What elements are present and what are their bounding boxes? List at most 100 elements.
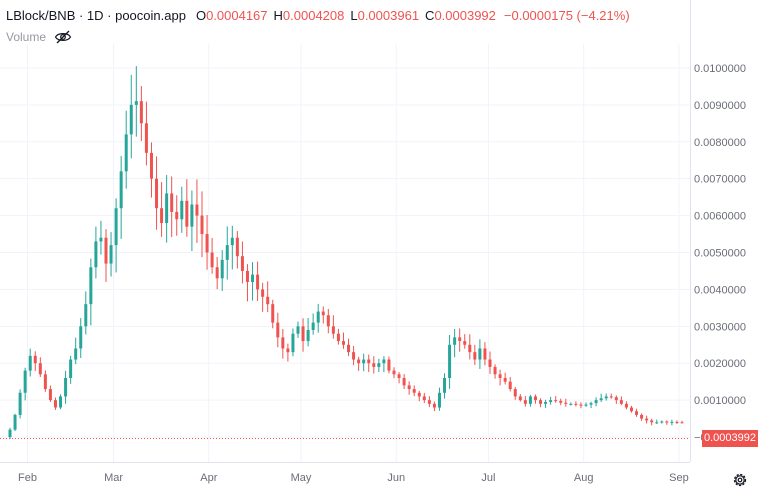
candle-body — [604, 396, 608, 399]
candle-body — [523, 400, 527, 404]
high-value: H0.0004208 — [274, 8, 345, 23]
candle-body — [119, 171, 123, 209]
candle-body — [94, 241, 98, 268]
candle-body — [549, 400, 553, 402]
candle-body — [427, 400, 431, 404]
candle-body — [109, 245, 113, 264]
candle-body — [670, 421, 674, 423]
candle-body — [155, 178, 159, 209]
candle-body — [508, 381, 512, 390]
price-tick-label: 0.0030000 — [694, 321, 746, 333]
candle-body — [271, 304, 275, 323]
grid-lines — [0, 44, 690, 462]
last-price-label: 0.0003992 — [702, 430, 758, 447]
candle-body — [665, 421, 669, 423]
candle-body — [311, 322, 315, 331]
candle-body — [402, 377, 406, 386]
price-tick-label: 0.0070000 — [694, 174, 746, 186]
time-tick-label: Apr — [200, 472, 217, 484]
candle-body — [675, 421, 679, 423]
candle-body — [296, 326, 300, 334]
candle-body — [139, 101, 143, 124]
candle-body — [341, 341, 345, 345]
time-axis[interactable]: Feb Mar Apr May Jun Jul Aug Sep — [18, 472, 689, 484]
candle-body — [437, 392, 441, 408]
candle-body — [180, 200, 184, 220]
candle-body — [645, 418, 649, 421]
candle-body — [195, 204, 199, 216]
candle-body — [276, 322, 280, 338]
candle-body — [256, 274, 260, 290]
candle-body — [362, 359, 366, 364]
candle-body — [574, 403, 578, 405]
price-tick-label: 0.0060000 — [694, 211, 746, 223]
candle-body — [301, 326, 305, 342]
candle-body — [175, 211, 179, 220]
candle-body — [357, 359, 361, 364]
candle-body — [240, 256, 244, 271]
high-number: 0.0004208 — [282, 7, 345, 23]
candle-body — [160, 208, 164, 223]
candle-body — [448, 344, 452, 378]
candle-body — [453, 337, 457, 345]
time-tick-label: May — [291, 472, 312, 484]
open-value: O0.0004167 — [196, 8, 268, 23]
candle-body — [281, 337, 285, 349]
candle-body — [205, 234, 209, 253]
candle-body — [129, 104, 133, 135]
candle-body — [306, 330, 310, 342]
price-tick-label: 0.0090000 — [694, 100, 746, 112]
candle-body — [407, 385, 411, 390]
volume-legend[interactable]: Volume — [6, 29, 72, 45]
gear-icon[interactable] — [731, 471, 749, 489]
close-number: 0.0003992 — [434, 7, 496, 23]
candle-body — [650, 420, 654, 423]
candle-body — [488, 359, 492, 367]
candle-body — [624, 403, 628, 408]
candle-body — [432, 403, 436, 408]
candle-body — [251, 274, 255, 283]
candle-body — [185, 200, 189, 227]
symbol-title[interactable]: LBlock/BNB · 1D · poocoin.app — [6, 7, 186, 23]
candle-body — [235, 237, 239, 257]
time-tick-label: Jul — [481, 472, 495, 484]
low-number: 0.0003961 — [357, 7, 420, 23]
candle-body — [680, 422, 684, 424]
close-label: C — [425, 7, 435, 23]
candle-body — [397, 374, 401, 378]
candle-body — [215, 267, 219, 279]
candle-body — [458, 337, 462, 342]
candle-body — [579, 404, 583, 406]
candle-body — [498, 374, 502, 378]
candle-body — [225, 245, 229, 260]
candle-body — [533, 396, 537, 401]
candle-body — [443, 377, 447, 393]
candle-body — [589, 403, 593, 405]
candle-body — [134, 101, 138, 105]
eye-off-icon[interactable] — [54, 30, 72, 44]
candle-body — [64, 377, 68, 397]
candle-body — [79, 326, 83, 349]
time-tick-label: Mar — [104, 472, 123, 484]
candle-body — [382, 359, 386, 364]
time-tick-label: Jun — [387, 472, 405, 484]
candle-body — [372, 363, 376, 367]
candle-body — [220, 259, 224, 279]
candle-body — [286, 348, 290, 353]
candle-body — [544, 401, 548, 404]
candle-body — [316, 311, 320, 323]
candle-body — [564, 402, 568, 404]
candle-body — [609, 396, 613, 398]
candle-body — [245, 270, 249, 283]
candle-body — [367, 359, 371, 364]
candle-body — [554, 400, 558, 402]
candle-body — [352, 352, 356, 360]
candle-body — [230, 237, 234, 246]
price-axis[interactable]: 0.0100000 0.0090000 0.0080000 0.0070000 0.00… — [694, 63, 752, 444]
candle-body — [74, 348, 78, 360]
candle-body — [347, 344, 351, 353]
candle-body — [463, 341, 467, 345]
price-tick-label: 0.0100000 — [694, 63, 746, 75]
